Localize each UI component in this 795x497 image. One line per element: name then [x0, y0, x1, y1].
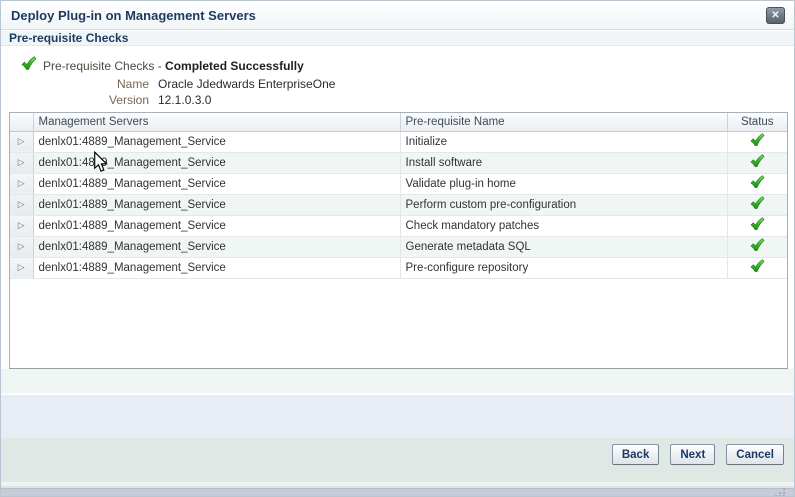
expand-cell[interactable]: ▷ [10, 215, 34, 237]
server-cell: denlx01:4889_Management_Service [33, 257, 401, 279]
expand-triangle-icon[interactable]: ▷ [17, 177, 25, 188]
col-status[interactable]: Status [727, 113, 787, 132]
section-header: Pre-requisite Checks [1, 31, 794, 46]
table-row[interactable]: ▷ denlx01:4889_Management_Service Install … [10, 152, 787, 174]
expand-cell[interactable]: ▷ [10, 173, 34, 195]
prereq-cell: Pre-configure repository [400, 257, 728, 279]
expand-triangle-icon[interactable]: ▷ [17, 198, 25, 209]
prereq-cell: Perform custom pre-configuration [400, 194, 728, 216]
status-cell [727, 152, 787, 174]
prereq-table: Management Servers Pre-requisite Name St… [9, 112, 788, 369]
success-check-icon [750, 133, 765, 146]
expand-cell[interactable]: ▷ [10, 194, 34, 216]
success-check-icon [21, 56, 37, 70]
status-cell [727, 257, 787, 279]
status-cell [727, 194, 787, 216]
expand-cell[interactable]: ▷ [10, 257, 34, 279]
prereq-cell: Install software [400, 152, 728, 174]
expand-triangle-icon[interactable]: ▷ [17, 156, 25, 167]
version-label: Version [108, 93, 149, 107]
band-spacer [1, 395, 794, 438]
col-prerequisite-name[interactable]: Pre-requisite Name [400, 113, 728, 132]
server-cell: denlx01:4889_Management_Service [33, 215, 401, 237]
name-field-row: Name Oracle Jdedwards EnterpriseOne [21, 77, 335, 91]
version-value: 12.1.0.3.0 [158, 93, 212, 107]
table-row[interactable]: ▷ denlx01:4889_Management_Service Check ma… [10, 215, 787, 237]
prereq-table-body: ▷ denlx01:4889_Management_Service Initiali… [10, 131, 787, 279]
expand-cell[interactable]: ▷ [10, 152, 34, 174]
footer-edge [1, 482, 794, 486]
expand-cell[interactable]: ▷ [10, 131, 34, 153]
prereq-status-line: Pre-requisite Checks - Completed Success… [21, 56, 304, 76]
cancel-button[interactable]: Cancel [726, 444, 784, 465]
server-cell: denlx01:4889_Management_Service [33, 194, 401, 216]
server-cell: denlx01:4889_Management_Service [33, 131, 401, 153]
summary-check-holder [21, 56, 37, 76]
resize-grip-icon[interactable] [772, 488, 786, 497]
success-check-icon [750, 154, 765, 167]
table-row[interactable]: ▷ denlx01:4889_Management_Service Perform … [10, 194, 787, 216]
band-below-table [1, 369, 794, 394]
success-check-icon [750, 238, 765, 251]
expand-triangle-icon[interactable]: ▷ [17, 219, 25, 230]
success-check-icon [750, 217, 765, 230]
table-row[interactable]: ▷ denlx01:4889_Management_Service Generate… [10, 236, 787, 258]
window-bottom-bar [1, 488, 794, 496]
success-check-icon [750, 175, 765, 188]
col-management-servers[interactable]: Management Servers [33, 113, 401, 132]
status-cell [727, 236, 787, 258]
success-check-icon [750, 259, 765, 272]
expand-triangle-icon[interactable]: ▷ [17, 240, 25, 251]
success-check-icon [750, 196, 765, 209]
expand-triangle-icon[interactable]: ▷ [17, 135, 25, 146]
content-area: Pre-requisite Checks - Completed Success… [1, 46, 794, 369]
status-cell [727, 215, 787, 237]
version-field-row: Version 12.1.0.3.0 [21, 93, 211, 107]
back-button[interactable]: Back [611, 444, 660, 465]
expand-triangle-icon[interactable]: ▷ [17, 261, 25, 272]
next-button[interactable]: Next [670, 444, 716, 465]
prereq-cell: Initialize [400, 131, 728, 153]
dialog-title: Deploy Plug-in on Management Servers [11, 8, 256, 23]
prereq-status-text: Pre-requisite Checks - Completed Success… [43, 59, 304, 73]
name-value: Oracle Jdedwards EnterpriseOne [158, 77, 336, 91]
prereq-cell: Validate plug-in home [400, 173, 728, 195]
dialog-buttons: Back Next Cancel [611, 444, 784, 465]
table-row[interactable]: ▷ denlx01:4889_Management_Service Initiali… [10, 131, 787, 153]
table-row[interactable]: ▷ denlx01:4889_Management_Service Pre-conf… [10, 257, 787, 279]
dialog-title-bar: Deploy Plug-in on Management Servers ✕ [1, 1, 794, 30]
close-icon[interactable]: ✕ [766, 7, 785, 24]
server-cell: denlx01:4889_Management_Service [33, 173, 401, 195]
status-cell [727, 173, 787, 195]
status-cell [727, 131, 787, 153]
footer-edge-line [1, 486, 794, 488]
prereq-cell: Generate metadata SQL [400, 236, 728, 258]
server-cell: denlx01:4889_Management_Service [33, 236, 401, 258]
server-cell: denlx01:4889_Management_Service [33, 152, 401, 174]
table-row[interactable]: ▷ denlx01:4889_Management_Service Validate… [10, 173, 787, 195]
table-header-row: Management Servers Pre-requisite Name St… [10, 113, 787, 132]
section-header-label: Pre-requisite Checks [9, 31, 129, 45]
prereq-cell: Check mandatory patches [400, 215, 728, 237]
name-label: Name [116, 77, 149, 91]
row-header-column [10, 113, 34, 132]
expand-cell[interactable]: ▷ [10, 236, 34, 258]
footer-bar [1, 438, 794, 482]
